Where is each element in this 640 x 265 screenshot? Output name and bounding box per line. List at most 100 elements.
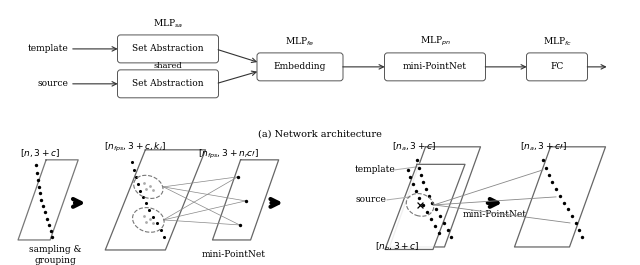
Text: MLP$_{fe}$: MLP$_{fe}$ [285,36,315,48]
Point [35,191,45,195]
Text: FC: FC [550,62,564,71]
Point [544,173,554,177]
Point [422,210,432,214]
Point [232,175,243,179]
Point [135,189,145,193]
Point [47,235,57,239]
Point [446,235,456,239]
Point [46,229,56,233]
Point [141,201,152,205]
FancyBboxPatch shape [385,53,486,81]
Point [416,173,426,177]
Polygon shape [515,147,605,247]
Point [32,171,42,175]
Point [431,207,441,211]
Point [36,198,46,202]
Text: $[n_a, 3+c]$: $[n_a, 3+c]$ [392,140,436,153]
Polygon shape [390,147,481,247]
Point [538,158,548,162]
Point [559,201,569,205]
Point [144,208,154,212]
FancyBboxPatch shape [527,53,588,81]
Point [563,207,573,211]
Point [418,203,428,207]
Text: mini-PointNet: mini-PointNet [463,210,527,219]
Point [430,224,440,228]
Text: mini-PointNet: mini-PointNet [403,62,467,71]
Text: Set Abstraction: Set Abstraction [132,45,204,54]
Text: MLP$_{sa}$: MLP$_{sa}$ [153,17,183,30]
Point [405,175,415,179]
Point [159,235,170,239]
Text: MLP$_{pn}$: MLP$_{pn}$ [420,35,451,48]
Point [403,168,413,172]
Point [234,223,244,227]
Text: $[n_{fps}, 3+c, k_i]$: $[n_{fps}, 3+c, k_i]$ [104,141,166,154]
Point [33,178,44,182]
Text: Set Abstraction: Set Abstraction [132,79,204,88]
Point [148,188,159,192]
Text: MLP$_{fc}$: MLP$_{fc}$ [543,36,572,48]
Point [40,210,50,214]
Point [156,228,166,232]
Text: $[n_a, 3+c\prime]$: $[n_a, 3+c\prime]$ [520,140,567,153]
Point [148,215,159,219]
Point [427,201,437,205]
Point [34,185,44,189]
Text: template: template [355,165,396,174]
Text: source: source [355,195,386,204]
Text: Embedding: Embedding [274,62,326,71]
Point [38,204,48,208]
Point [541,166,551,170]
Point [443,228,453,232]
Point [424,194,434,198]
Point [31,163,41,167]
Point [577,235,587,239]
FancyBboxPatch shape [118,70,218,98]
Point [421,187,431,191]
Point [141,220,152,224]
Point [148,221,159,225]
Polygon shape [105,150,205,250]
Point [571,221,581,225]
Text: shared: shared [154,62,182,70]
Point [138,195,148,199]
Point [574,228,584,232]
Polygon shape [385,164,465,249]
Point [408,182,418,186]
Text: $[n_{fps}, 3+n_r c\prime]$: $[n_{fps}, 3+n_r c\prime]$ [198,148,260,161]
Point [241,199,251,203]
Point [145,184,156,188]
Text: sampling &
grouping: sampling & grouping [29,245,81,265]
Point [152,221,163,225]
Point [127,160,138,164]
Text: source: source [37,79,68,88]
Point [129,168,140,172]
Text: $[n, 3+c]$: $[n, 3+c]$ [20,147,60,159]
Point [439,221,449,225]
Point [141,187,152,191]
Text: $[n_b, 3+c]$: $[n_b, 3+c]$ [375,241,420,253]
Point [133,182,143,186]
FancyBboxPatch shape [118,35,218,63]
Polygon shape [18,160,78,240]
Polygon shape [212,160,278,240]
Point [411,189,421,193]
Point [414,166,424,170]
Point [555,194,565,198]
Text: (a) Network architecture: (a) Network architecture [258,129,382,138]
Point [551,187,561,191]
Point [42,217,52,221]
Point [140,181,150,185]
FancyBboxPatch shape [257,53,343,81]
Point [140,214,150,218]
Point [414,196,424,200]
Point [412,158,422,162]
Point [567,214,577,218]
Point [418,180,428,184]
Point [547,180,557,184]
Text: mini-PointNet: mini-PointNet [202,250,266,259]
Point [145,217,156,221]
Point [415,203,425,207]
Point [44,223,54,227]
